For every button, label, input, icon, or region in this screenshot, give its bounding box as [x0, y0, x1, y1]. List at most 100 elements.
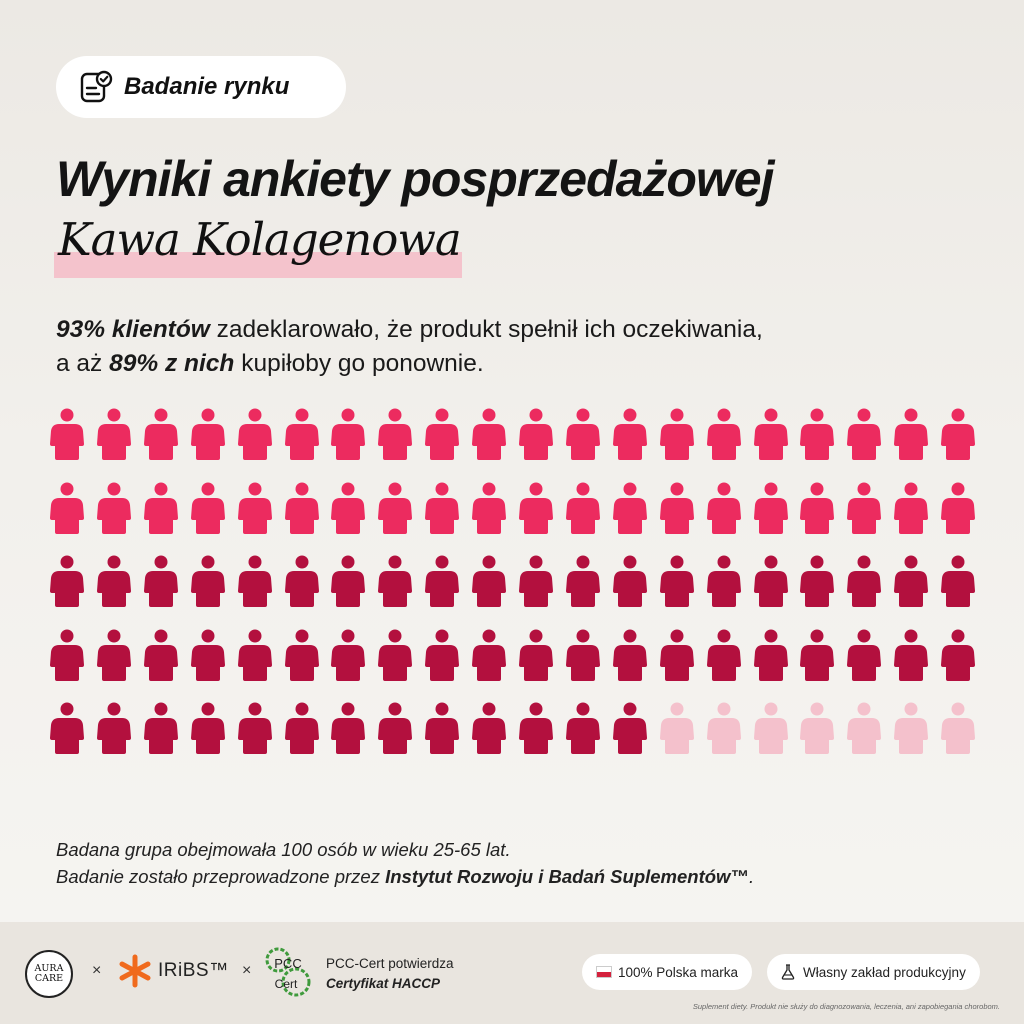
note-line-1: Badana grupa obejmowała 100 osób w wieku…	[56, 839, 511, 860]
person-icon	[284, 408, 319, 460]
person-icon	[706, 555, 741, 607]
person-icon	[50, 629, 84, 681]
person-icon	[894, 555, 929, 607]
person-icon	[190, 482, 225, 534]
person-icon	[378, 408, 413, 460]
person-icon	[96, 702, 131, 754]
person-icon	[659, 482, 694, 534]
person-icon	[565, 482, 600, 534]
subtitle-highlight	[54, 252, 462, 278]
survey-summary: 93% klientów zadeklarowało, że produkt s…	[56, 313, 763, 381]
person-icon	[706, 408, 741, 460]
person-icon	[143, 482, 178, 534]
person-icon	[425, 555, 460, 607]
person-icon	[519, 629, 553, 681]
person-icon	[284, 702, 319, 754]
iribs-label: IRiBS™	[158, 960, 229, 981]
page-title: Wyniki ankiety posprzedażowej	[56, 151, 775, 207]
person-icon	[519, 702, 553, 754]
person-icon	[612, 702, 647, 754]
iribs-asterisk-icon	[119, 954, 151, 988]
person-icon	[941, 629, 976, 681]
person-icon	[331, 482, 366, 534]
person-icon	[847, 408, 882, 460]
person-icon	[612, 555, 647, 607]
person-icon	[753, 555, 788, 607]
person-icon	[472, 482, 507, 534]
person-icon	[50, 408, 84, 460]
person-icon	[237, 702, 272, 754]
note-line-2-suffix: .	[748, 866, 755, 887]
person-icon	[190, 408, 225, 460]
person-icon	[237, 408, 272, 460]
person-icon	[96, 629, 131, 681]
pcc-logo-top: PCC	[274, 956, 301, 971]
person-icon	[331, 702, 366, 754]
stat-satisfied: 93% klientów	[56, 316, 210, 343]
person-icon	[425, 702, 460, 754]
person-icon	[612, 629, 647, 681]
aura-logo-line-1: AURA	[34, 963, 64, 974]
times-separator: ×	[92, 962, 102, 979]
person-icon	[612, 408, 647, 460]
pill-polish-brand-label: 100% Polska marka	[618, 964, 739, 980]
person-icon	[519, 555, 553, 607]
person-icon	[425, 482, 460, 534]
pcc-cert-text: PCC-Cert potwierdza Certyfikat HACCP	[326, 954, 454, 994]
methodology-note: Badana grupa obejmowała 100 osób w wieku…	[56, 836, 754, 890]
person-icon	[941, 702, 976, 754]
person-icon	[800, 702, 835, 754]
person-icon	[472, 408, 507, 460]
person-icon	[941, 555, 976, 607]
person-icon	[659, 629, 694, 681]
person-icon	[190, 702, 225, 754]
pcc-line-1: PCC-Cert potwierdza	[326, 956, 454, 971]
person-icon	[331, 555, 366, 607]
person-icon	[378, 702, 413, 754]
person-icon	[800, 482, 835, 534]
poland-flag-icon	[596, 966, 612, 978]
aura-logo-line-2: CARE	[34, 973, 64, 984]
summary-text-3: kupiłoby go ponownie.	[234, 350, 484, 377]
person-icon	[847, 629, 882, 681]
person-icon	[284, 555, 319, 607]
person-icon	[519, 482, 553, 534]
person-icon	[894, 482, 929, 534]
person-icon	[472, 702, 507, 754]
person-icon	[331, 629, 366, 681]
person-icon	[659, 702, 694, 754]
pill-own-factory-label: Własny zakład produkcyjny	[803, 964, 966, 980]
person-icon	[237, 629, 272, 681]
person-icon	[612, 482, 647, 534]
person-icon	[190, 629, 225, 681]
person-icon	[706, 482, 741, 534]
person-icon	[50, 702, 84, 754]
flask-icon	[781, 964, 795, 980]
person-icon	[565, 702, 600, 754]
person-icon	[50, 482, 84, 534]
person-icon	[753, 408, 788, 460]
person-icon	[659, 408, 694, 460]
own-factory-pill: Własny zakład produkcyjny	[767, 954, 980, 990]
person-icon	[50, 555, 84, 607]
pcc-line-2: Certyfikat HACCP	[326, 976, 441, 991]
summary-text-2: a aż	[56, 350, 110, 377]
person-icon	[143, 702, 178, 754]
person-icon	[847, 702, 882, 754]
person-icon	[894, 629, 929, 681]
person-icon	[96, 482, 131, 534]
person-icon	[378, 629, 413, 681]
aura-care-logo: AURA CARE	[25, 950, 73, 998]
polish-brand-pill: 100% Polska marka	[582, 954, 753, 990]
note-line-2-prefix: Badanie zostało przeprowadzone przez	[56, 866, 386, 887]
person-icon	[143, 408, 178, 460]
stat-repurchase: 89% z nich	[109, 350, 235, 377]
pcc-cert-logo: PCC Cert	[265, 947, 311, 997]
times-separator-2: ×	[242, 962, 252, 979]
person-icon	[425, 629, 460, 681]
survey-checklist-icon	[78, 69, 114, 105]
person-icon	[894, 702, 929, 754]
person-icon	[659, 555, 694, 607]
person-icon	[143, 555, 178, 607]
person-icon	[237, 482, 272, 534]
